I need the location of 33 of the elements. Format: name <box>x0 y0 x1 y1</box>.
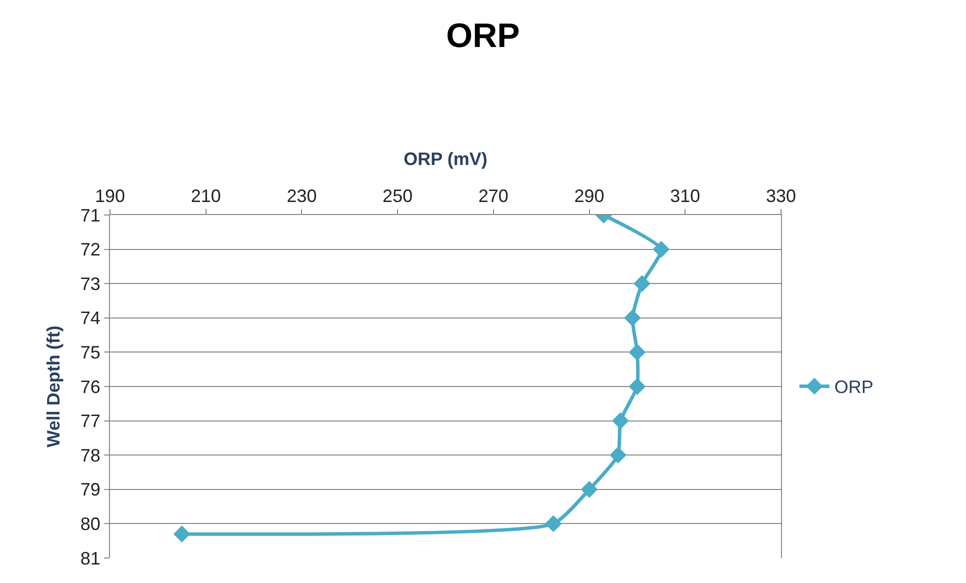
point <box>634 275 650 292</box>
x-tick-label: 310 <box>670 186 700 206</box>
chart-title: ORP <box>446 17 520 56</box>
x-tick-label: 210 <box>190 186 221 206</box>
x-tick-label: 270 <box>478 186 508 206</box>
point <box>544 515 562 532</box>
point <box>580 480 598 498</box>
point <box>612 412 629 430</box>
y-tick-label: 79 <box>80 480 100 500</box>
y-tick-label: 71 <box>80 205 100 226</box>
point <box>610 446 626 464</box>
point <box>173 526 190 542</box>
y-tick-label: 72 <box>80 240 100 260</box>
x-tick-label: 290 <box>574 186 604 206</box>
x-tick-label: 190 <box>94 186 126 206</box>
x-tick-label: 330 <box>766 186 796 206</box>
y-tick-label: 74 <box>80 308 100 328</box>
legend-label: ORP <box>834 377 874 398</box>
y-tick-label: 80 <box>80 514 100 534</box>
y-axis-title: Well Depth (ft) <box>44 326 64 448</box>
x-tick-label: 250 <box>382 186 413 206</box>
point <box>628 378 646 395</box>
point <box>628 344 646 361</box>
x-axis-title: ORP (mV) <box>404 149 488 169</box>
x-tick-label: 230 <box>286 186 317 206</box>
y-tick-label: 78 <box>80 445 100 466</box>
point <box>652 240 670 258</box>
y-tick-label: 73 <box>80 274 100 294</box>
y-tick-label: 81 <box>80 548 100 568</box>
point <box>624 309 641 326</box>
y-tick-label: 76 <box>80 376 100 397</box>
y-tick-label: 75 <box>80 342 100 362</box>
y-tick-label: 77 <box>80 411 100 432</box>
